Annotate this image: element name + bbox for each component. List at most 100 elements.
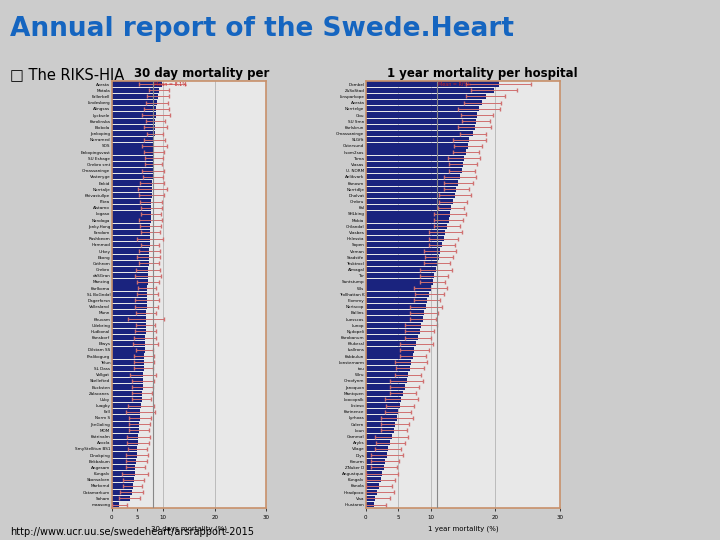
Bar — [112, 292, 147, 297]
Bar — [112, 119, 156, 124]
Bar — [366, 409, 398, 414]
Bar — [112, 267, 148, 272]
Bar — [112, 242, 150, 247]
Text: http://www.ucr.uu.se/swedeheart/arsrapport-2015: http://www.ucr.uu.se/swedeheart/arsrappo… — [10, 527, 254, 537]
Bar — [112, 286, 147, 291]
Bar — [112, 224, 150, 229]
Bar — [112, 354, 144, 359]
Bar — [366, 143, 468, 148]
Bar — [112, 236, 150, 241]
Text: Mean = 8.1%: Mean = 8.1% — [154, 82, 186, 86]
Bar — [366, 230, 446, 235]
Bar — [112, 341, 145, 346]
Bar — [366, 298, 428, 303]
Bar — [112, 322, 145, 328]
Bar — [112, 360, 144, 365]
Bar — [366, 335, 418, 340]
Bar — [112, 156, 154, 161]
Bar — [112, 477, 134, 482]
Bar — [366, 156, 464, 161]
Bar — [112, 248, 149, 254]
Bar — [112, 279, 148, 285]
Text: Mean = Ri%k: Mean = Ri%k — [438, 82, 471, 86]
Bar — [366, 174, 459, 179]
Bar — [112, 162, 153, 167]
Bar — [366, 112, 477, 118]
Bar — [112, 496, 130, 501]
Bar — [366, 397, 402, 402]
Bar — [366, 366, 410, 371]
Bar — [366, 125, 474, 130]
Bar — [366, 199, 454, 204]
Bar — [112, 125, 156, 130]
Bar — [112, 205, 151, 211]
Bar — [366, 360, 411, 365]
Bar — [366, 261, 437, 266]
Bar — [366, 310, 424, 315]
Bar — [366, 186, 456, 192]
Bar — [112, 211, 150, 217]
Bar — [112, 180, 153, 186]
Bar — [366, 94, 485, 99]
Bar — [366, 236, 444, 241]
Bar — [112, 199, 151, 204]
Bar — [112, 261, 149, 266]
Bar — [112, 106, 156, 111]
Bar — [112, 434, 138, 439]
Bar — [366, 304, 426, 309]
Bar — [112, 372, 143, 377]
Bar — [366, 384, 405, 390]
Bar — [366, 168, 462, 173]
Bar — [112, 465, 135, 470]
Bar — [112, 440, 138, 445]
Bar — [366, 254, 439, 260]
Bar — [112, 403, 141, 408]
Bar — [366, 87, 494, 93]
Bar — [366, 137, 469, 143]
Bar — [112, 415, 140, 421]
Bar — [366, 248, 440, 254]
Bar — [112, 471, 135, 476]
Bar — [366, 453, 387, 458]
Bar — [112, 409, 140, 414]
Bar — [366, 390, 403, 396]
Bar — [366, 273, 433, 279]
Bar — [366, 150, 467, 155]
Bar — [366, 211, 450, 217]
Bar — [366, 224, 446, 229]
Bar — [112, 304, 147, 309]
Bar — [112, 453, 137, 458]
Bar — [112, 366, 143, 371]
Bar — [112, 168, 153, 173]
Bar — [112, 143, 154, 148]
Bar — [366, 267, 436, 272]
Bar — [366, 372, 408, 377]
X-axis label: 30 days mortality (%): 30 days mortality (%) — [151, 526, 227, 532]
Bar — [366, 329, 420, 334]
Bar — [112, 298, 147, 303]
Bar — [112, 218, 150, 222]
Bar — [366, 82, 498, 87]
Bar — [366, 434, 392, 439]
Bar — [112, 82, 162, 87]
Bar — [112, 390, 142, 396]
Bar — [112, 254, 149, 260]
Bar — [366, 465, 384, 470]
Bar — [112, 422, 140, 427]
Bar — [112, 94, 158, 99]
Bar — [366, 341, 416, 346]
Bar — [112, 137, 154, 143]
Bar — [112, 112, 156, 118]
Bar — [112, 193, 152, 198]
Bar — [112, 230, 150, 235]
Bar — [112, 174, 153, 179]
Bar — [112, 347, 145, 353]
Bar — [366, 415, 397, 421]
Text: □ The RIKS-HIA: □ The RIKS-HIA — [10, 68, 125, 83]
Bar — [112, 150, 154, 155]
Bar — [366, 279, 433, 285]
Bar — [366, 477, 381, 482]
Bar — [112, 428, 139, 433]
Bar — [112, 186, 153, 192]
Bar — [112, 316, 146, 322]
